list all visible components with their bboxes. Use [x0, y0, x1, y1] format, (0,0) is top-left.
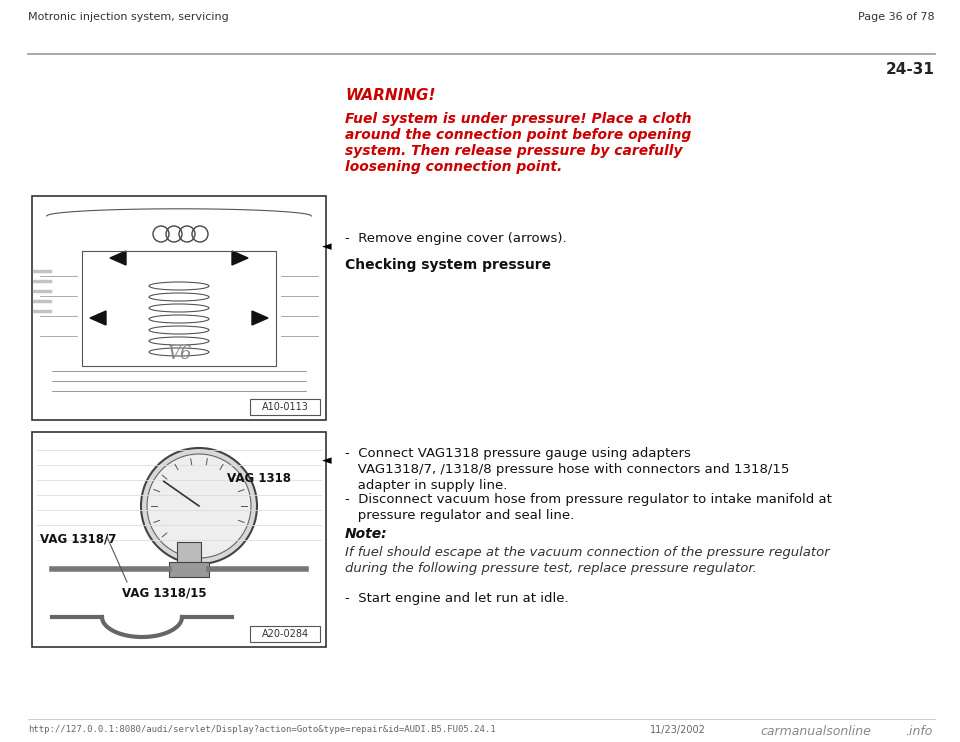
Text: Page 36 of 78: Page 36 of 78 — [858, 12, 935, 22]
Text: during the following pressure test, replace pressure regulator.: during the following pressure test, repl… — [345, 562, 756, 575]
Bar — [32, 196, 326, 420]
Text: -  Remove engine cover (arrows).: - Remove engine cover (arrows). — [345, 232, 566, 245]
Text: system. Then release pressure by carefully: system. Then release pressure by careful… — [345, 144, 683, 158]
Text: Note:: Note: — [345, 527, 388, 541]
Text: If fuel should escape at the vacuum connection of the pressure regulator: If fuel should escape at the vacuum conn… — [345, 546, 829, 559]
Polygon shape — [232, 251, 248, 265]
Circle shape — [141, 448, 257, 564]
Text: A20-0284: A20-0284 — [261, 629, 308, 639]
Text: -  Connect VAG1318 pressure gauge using adapters: - Connect VAG1318 pressure gauge using a… — [345, 447, 691, 460]
Bar — [169, 562, 209, 577]
Polygon shape — [110, 251, 126, 265]
Polygon shape — [90, 311, 106, 325]
Text: VAG 1318/15: VAG 1318/15 — [122, 587, 206, 600]
Text: Fuel system is under pressure! Place a cloth: Fuel system is under pressure! Place a c… — [345, 112, 691, 126]
Circle shape — [147, 454, 251, 558]
Text: VAG 1318/7: VAG 1318/7 — [40, 532, 116, 545]
Text: WARNING!: WARNING! — [345, 88, 436, 103]
Text: VAG1318/7, /1318/8 pressure hose with connectors and 1318/15: VAG1318/7, /1318/8 pressure hose with co… — [345, 463, 789, 476]
Text: Motronic injection system, servicing: Motronic injection system, servicing — [28, 12, 228, 22]
Text: adapter in supply line.: adapter in supply line. — [345, 479, 508, 492]
Text: carmanualsonline: carmanualsonline — [760, 725, 871, 738]
Text: loosening connection point.: loosening connection point. — [345, 160, 563, 174]
Bar — [32, 432, 326, 647]
Text: .info: .info — [905, 725, 932, 738]
Text: 11/23/2002: 11/23/2002 — [650, 725, 706, 735]
Text: ◄: ◄ — [322, 240, 331, 253]
Text: pressure regulator and seal line.: pressure regulator and seal line. — [345, 509, 574, 522]
Text: -  Start engine and let run at idle.: - Start engine and let run at idle. — [345, 592, 568, 605]
Text: -  Disconnect vacuum hose from pressure regulator to intake manifold at: - Disconnect vacuum hose from pressure r… — [345, 493, 832, 506]
Bar — [250, 399, 320, 415]
Text: ◄: ◄ — [322, 454, 331, 467]
Polygon shape — [252, 311, 268, 325]
Text: http://127.0.0.1:8080/audi/servlet/Display?action=Goto&type=repair&id=AUDI.B5.FU: http://127.0.0.1:8080/audi/servlet/Displ… — [28, 725, 495, 734]
Text: A10-0113: A10-0113 — [261, 402, 308, 412]
Bar — [250, 626, 320, 642]
Text: Checking system pressure: Checking system pressure — [345, 258, 551, 272]
Text: 24-31: 24-31 — [886, 62, 935, 77]
Text: VAG 1318: VAG 1318 — [227, 472, 291, 485]
Text: around the connection point before opening: around the connection point before openi… — [345, 128, 691, 142]
Bar — [177, 542, 201, 562]
Text: V6: V6 — [167, 345, 191, 363]
